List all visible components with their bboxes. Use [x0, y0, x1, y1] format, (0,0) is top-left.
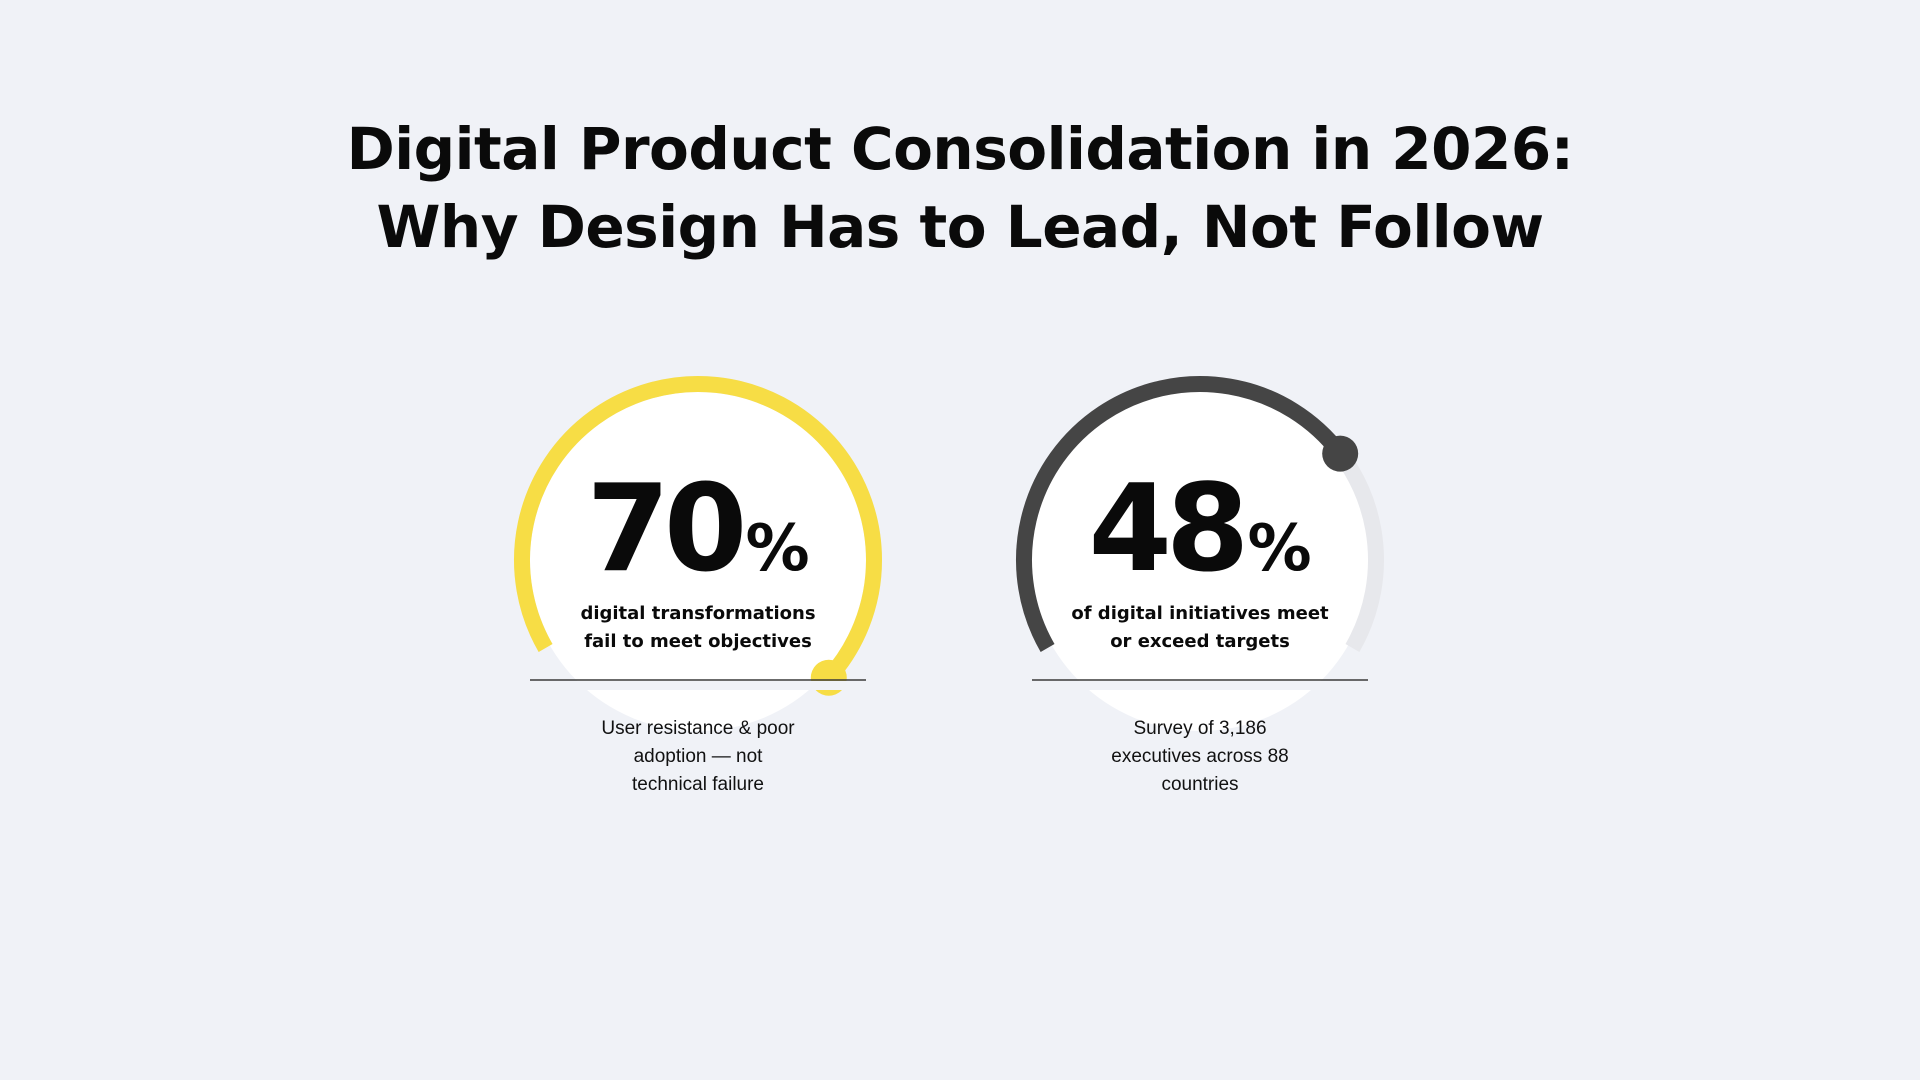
gauge-initiatives: [1000, 375, 1400, 731]
gauge-disc: [527, 389, 869, 731]
stat-description-line: or exceed targets: [1110, 631, 1290, 652]
stat-card-transformations: 70% digital transformations fail to meet…: [498, 360, 898, 800]
gauge-progress-arc: [514, 376, 882, 684]
stat-note-line: User resistance & poor: [601, 718, 795, 739]
stat-note-line: executives across 88: [1111, 746, 1289, 767]
gauge-progress-arc: [1016, 375, 1347, 652]
stat-note: User resistance & poor adoption — not te…: [498, 715, 898, 799]
stat-card-initiatives: 48% of digital initiatives meet or excee…: [1000, 360, 1400, 800]
stat-description: digital transformations fail to meet obj…: [498, 600, 898, 656]
stat-value: 48%: [1000, 470, 1400, 590]
gauge-baseline-mask: [498, 681, 898, 690]
stat-description-line: digital transformations: [580, 603, 816, 624]
stat-description-line: of digital initiatives meet: [1071, 603, 1329, 624]
stat-note-line: technical failure: [631, 774, 765, 795]
stat-unit: %: [745, 512, 810, 586]
stat-unit: %: [1247, 512, 1312, 586]
stat-description-line: fail to meet objectives: [584, 631, 812, 652]
stat-note-line: adoption — not: [633, 746, 763, 767]
gauge-knob: [1322, 435, 1359, 472]
stat-note-line: Survey of 3,186: [1133, 718, 1267, 739]
stat-number: 48: [1088, 460, 1249, 599]
page-title: Digital Product Consolidation in 2026: W…: [0, 110, 1920, 266]
gauge-baseline-mask: [1000, 681, 1400, 690]
gauge-knob: [810, 659, 847, 696]
stat-number: 70: [586, 460, 747, 599]
title-line-1: Digital Product Consolidation in 2026:: [346, 115, 1574, 183]
stat-description: of digital initiatives meet or exceed ta…: [1000, 600, 1400, 656]
stat-note: Survey of 3,186 executives across 88 cou…: [1000, 715, 1400, 799]
gauge-transformations: [498, 376, 898, 731]
stat-value: 70%: [498, 470, 898, 590]
title-line-2: Why Design Has to Lead, Not Follow: [376, 193, 1544, 261]
stat-note-line: countries: [1161, 774, 1239, 795]
gauge-disc: [1029, 389, 1371, 731]
